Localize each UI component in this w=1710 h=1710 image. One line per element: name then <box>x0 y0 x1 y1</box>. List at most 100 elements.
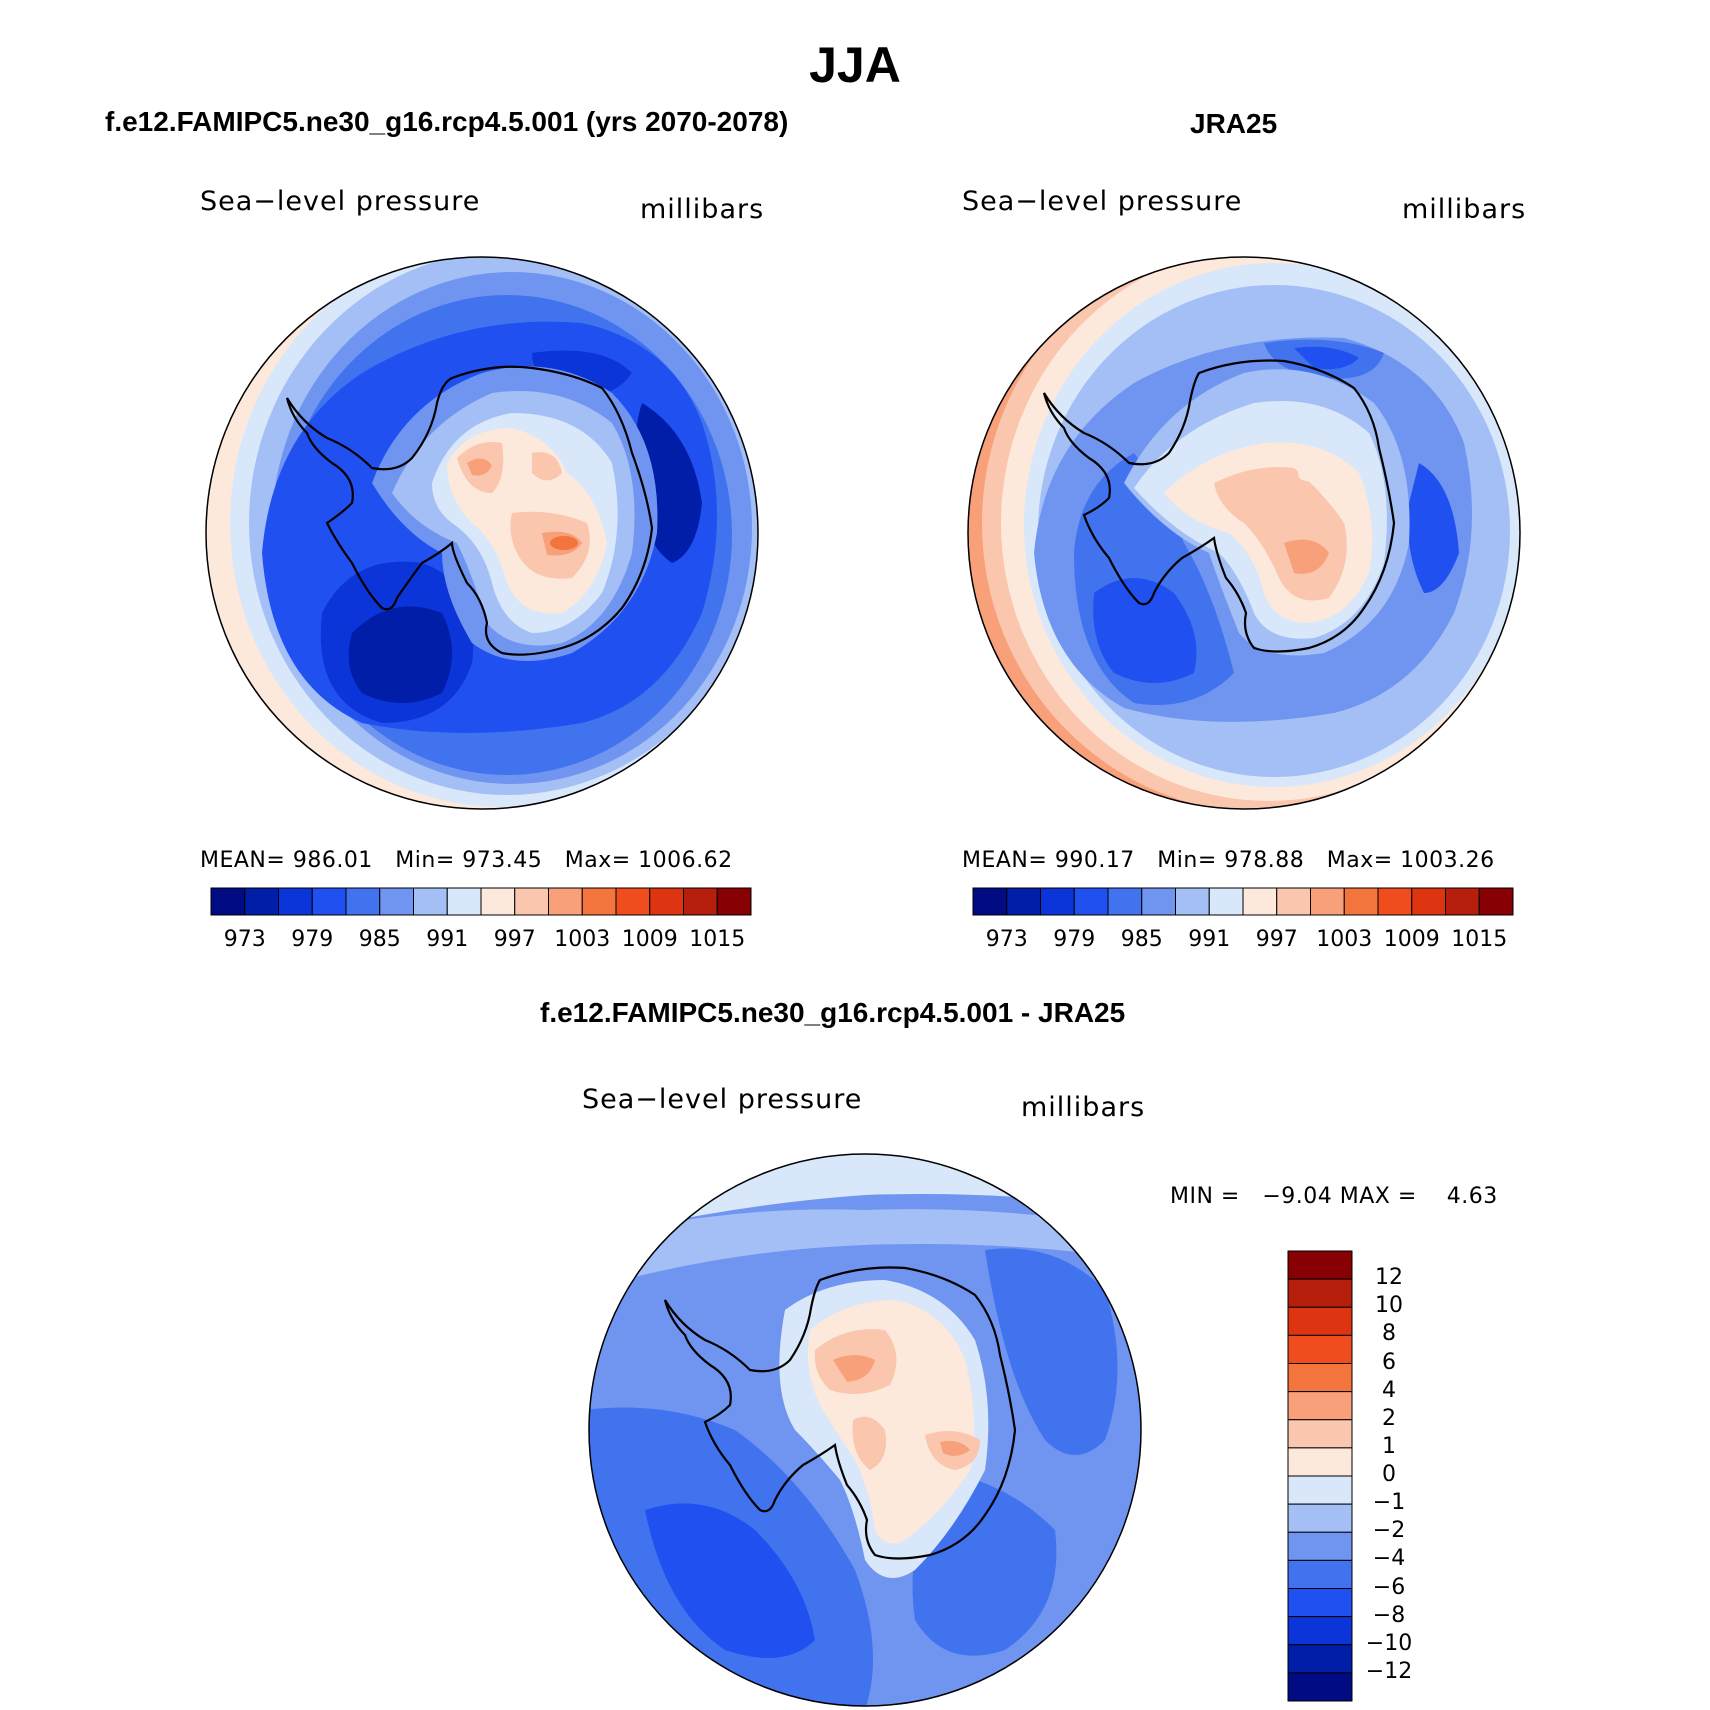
model-mean-value: 986.01 <box>293 848 373 873</box>
obs-colorbar-tick-label: 991 <box>1179 927 1239 952</box>
obs-max-value: 1003.26 <box>1400 848 1494 873</box>
difference-colorbar-tick-label: −4 <box>1364 1546 1414 1571</box>
difference-colorbar-tick-label: 1 <box>1364 1434 1414 1459</box>
model-min-value: 973.45 <box>462 848 542 873</box>
difference-colorbar-tick-label: −8 <box>1364 1603 1414 1628</box>
model-colorbar-swatch <box>380 888 414 915</box>
difference-colorbar-tick-label: −6 <box>1364 1575 1414 1600</box>
model-colorbar-tick-label: 1003 <box>552 927 612 952</box>
obs-colorbar-swatch <box>1243 888 1277 915</box>
obs-colorbar-swatch <box>1209 888 1243 915</box>
obs-max-label: Max= <box>1327 848 1393 873</box>
model-colorbar-tick-label: 979 <box>282 927 342 952</box>
difference-panel-title: f.e12.FAMIPC5.ne30_g16.rcp4.5.001 - JRA2… <box>540 997 1125 1029</box>
obs-colorbar-swatch <box>1074 888 1108 915</box>
model-colorbar-swatch <box>717 888 751 915</box>
model-colorbar-tick-label: 991 <box>417 927 477 952</box>
difference-units-label: millibars <box>1021 1092 1145 1123</box>
model-colorbar-tick-label: 1009 <box>620 927 680 952</box>
difference-colorbar-swatch <box>1288 1420 1352 1448</box>
obs-colorbar-swatch <box>1142 888 1176 915</box>
model-colorbar-swatch <box>245 888 279 915</box>
obs-colorbar-tick-label: 1009 <box>1382 927 1442 952</box>
difference-colorbar-swatch <box>1288 1504 1352 1532</box>
obs-stats: MEAN= 990.17 Min= 978.88 Max= 1003.26 <box>962 848 1495 873</box>
model-colorbar-tick-label: 985 <box>350 927 410 952</box>
obs-colorbar-swatch <box>1378 888 1412 915</box>
page-title: JJA <box>0 36 1710 94</box>
difference-colorbar-tick-label: −1 <box>1364 1490 1414 1515</box>
difference-colorbar-swatch <box>1288 1307 1352 1335</box>
difference-colorbar-swatch <box>1288 1335 1352 1363</box>
difference-max-label: MAX = <box>1340 1184 1417 1209</box>
obs-colorbar-swatch <box>1277 888 1311 915</box>
difference-colorbar <box>1287 1250 1353 1702</box>
difference-colorbar-tick-label: −2 <box>1364 1518 1414 1543</box>
obs-colorbar-swatch <box>1007 888 1041 915</box>
model-colorbar-swatch <box>447 888 481 915</box>
difference-colorbar-swatch <box>1288 1392 1352 1420</box>
model-colorbar-swatch <box>279 888 313 915</box>
model-colorbar <box>211 887 751 917</box>
model-colorbar-swatch <box>481 888 515 915</box>
obs-colorbar-swatch <box>973 888 1007 915</box>
model-colorbar-swatch <box>549 888 583 915</box>
obs-colorbar-tick-label: 1015 <box>1449 927 1509 952</box>
obs-colorbar-swatch <box>1479 888 1513 915</box>
difference-variable-label: Sea−level pressure <box>582 1084 862 1115</box>
obs-colorbar <box>973 887 1513 917</box>
difference-colorbar-swatch <box>1288 1532 1352 1560</box>
difference-colorbar-tick-label: −10 <box>1364 1631 1414 1656</box>
obs-colorbar-tick-label: 985 <box>1112 927 1172 952</box>
difference-colorbar-tick-label: 6 <box>1364 1350 1414 1375</box>
difference-colorbar-tick-label: 0 <box>1364 1462 1414 1487</box>
obs-mean-label: MEAN= <box>962 848 1047 873</box>
difference-stats: MIN = −9.04 MAX = 4.63 <box>1170 1184 1498 1209</box>
model-high-core-3 <box>550 536 578 550</box>
difference-colorbar-tick-label: 2 <box>1364 1406 1414 1431</box>
model-stats: MEAN= 986.01 Min= 973.45 Max= 1006.62 <box>200 848 733 873</box>
obs-colorbar-tick-label: 979 <box>1044 927 1104 952</box>
obs-colorbar-swatch <box>1108 888 1142 915</box>
model-units-label: millibars <box>640 194 764 225</box>
difference-min-label: MIN = <box>1170 1184 1240 1209</box>
difference-colorbar-tick-label: 10 <box>1364 1293 1414 1318</box>
difference-colorbar-swatch <box>1288 1364 1352 1392</box>
model-max-label: Max= <box>565 848 631 873</box>
difference-polar-map <box>585 1150 1145 1710</box>
obs-colorbar-tick-label: 997 <box>1247 927 1307 952</box>
difference-colorbar-swatch <box>1288 1279 1352 1307</box>
difference-colorbar-swatch <box>1288 1476 1352 1504</box>
model-mean-label: MEAN= <box>200 848 285 873</box>
obs-colorbar-tick-label: 1003 <box>1314 927 1374 952</box>
model-colorbar-swatch <box>414 888 448 915</box>
difference-colorbar-swatch <box>1288 1645 1352 1673</box>
obs-variable-label: Sea−level pressure <box>962 186 1242 217</box>
obs-colorbar-tick-label: 973 <box>977 927 1037 952</box>
difference-colorbar-swatch <box>1288 1560 1352 1588</box>
model-polar-map <box>202 253 762 813</box>
obs-polar-map <box>964 253 1524 813</box>
obs-colorbar-swatch <box>1311 888 1345 915</box>
difference-colorbar-tick-label: 8 <box>1364 1321 1414 1346</box>
obs-colorbar-swatch <box>1412 888 1446 915</box>
model-colorbar-swatch <box>650 888 684 915</box>
model-colorbar-swatch <box>312 888 346 915</box>
model-min-label: Min= <box>395 848 454 873</box>
model-colorbar-swatch <box>684 888 718 915</box>
obs-min-label: Min= <box>1157 848 1216 873</box>
model-variable-label: Sea−level pressure <box>200 186 480 217</box>
obs-min-value: 978.88 <box>1224 848 1304 873</box>
model-colorbar-swatch <box>211 888 245 915</box>
difference-colorbar-tick-label: 4 <box>1364 1378 1414 1403</box>
model-max-value: 1006.62 <box>638 848 732 873</box>
model-colorbar-tick-label: 997 <box>485 927 545 952</box>
difference-max-value: 4.63 <box>1447 1184 1498 1209</box>
model-colorbar-swatch <box>346 888 380 915</box>
difference-colorbar-swatch <box>1288 1251 1352 1279</box>
obs-colorbar-swatch <box>1344 888 1378 915</box>
obs-colorbar-swatch <box>1446 888 1480 915</box>
obs-panel-title: JRA25 <box>1190 108 1277 140</box>
difference-colorbar-swatch <box>1288 1617 1352 1645</box>
difference-colorbar-swatch <box>1288 1589 1352 1617</box>
